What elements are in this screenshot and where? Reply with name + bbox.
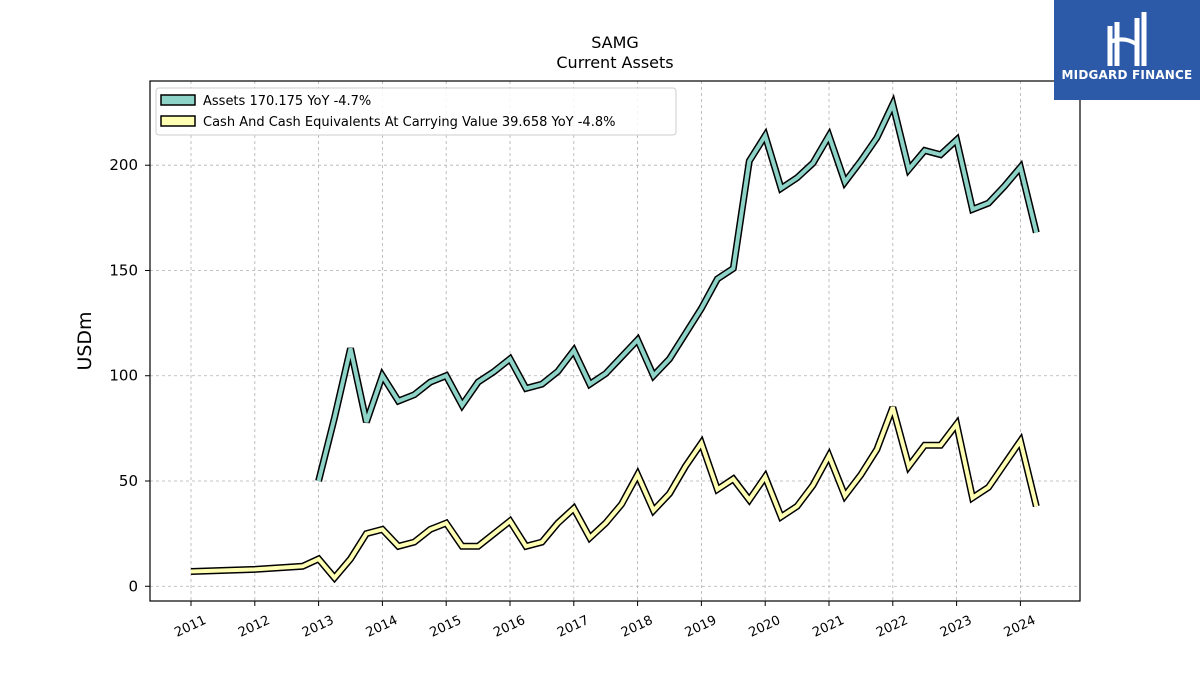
x-tick-label: 2022 [874,613,910,641]
x-tick-label: 2013 [300,613,336,641]
legend-swatch [160,115,196,127]
series-1-line [316,98,1039,482]
legend-box [155,87,677,136]
x-tick-label: 2016 [491,613,527,641]
brand-name: MIDGARD FINANCE [1061,68,1193,82]
y-tick-label: 200 [109,156,138,174]
series-2-line [190,406,1039,581]
x-tick-label: 2024 [1002,613,1038,641]
series-2-outline [190,406,1040,584]
x-tick-label: 2021 [810,613,846,641]
y-tick-label: 50 [119,472,138,490]
chart-title: SAMG [591,33,639,52]
x-tick-label: 2015 [428,613,464,641]
series-1-outline [315,93,1040,482]
chart-subtitle: Current Assets [556,53,673,72]
x-tick-label: 2012 [236,613,272,641]
grid [150,81,1080,601]
y-tick-label: 150 [109,261,138,279]
x-tick-label: 2014 [364,613,400,641]
y-axis-label: USDm [74,311,96,370]
brand-logo: MIDGARD FINANCE [1054,0,1200,100]
y-tick-label: 100 [109,367,138,385]
x-tick-label: 2023 [938,613,974,641]
x-tick-label: 2018 [619,613,655,641]
legend-swatch [160,94,196,106]
series-layer [190,93,1040,584]
legend-label: Assets 170.175 YoY -4.7% [203,94,371,109]
y-tick-label: 0 [128,577,138,595]
legend-label: Cash And Cash Equivalents At Carrying Va… [203,115,615,130]
x-tick-label: 2020 [747,613,783,641]
x-tick-label: 2019 [683,613,719,641]
x-tick-label: 2011 [172,613,208,641]
legend: Assets 170.175 YoY -4.7% Cash And Cash Eq… [155,87,677,136]
midgard-logo-icon [1107,12,1147,66]
plot-frame [149,80,1081,602]
x-tick-label: 2017 [555,613,591,641]
